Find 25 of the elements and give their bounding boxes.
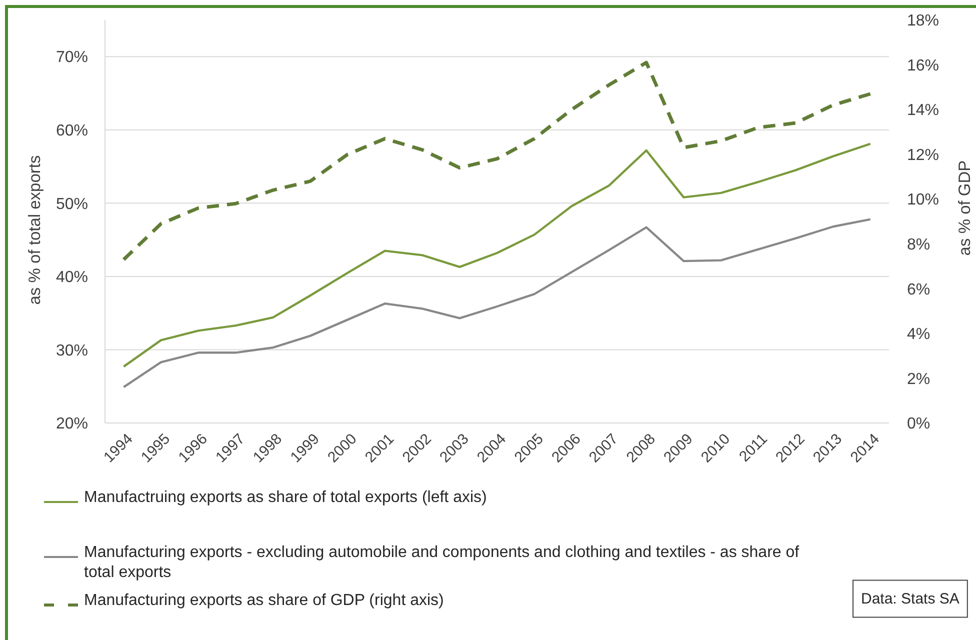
y2-tick-label: 0% [907,416,930,433]
y-tick-label: 40% [56,269,88,286]
legend-label: Manufactruing exports as share of total exports (left axis) [84,489,487,506]
y-tick-label: 20% [56,416,88,433]
line-series [122,60,872,262]
y2-tick-label: 10% [907,192,940,209]
y2-tick-label: 12% [907,146,940,164]
line-series [122,218,872,388]
y2-tick-label: 8% [907,236,930,254]
legend-label: Manufacturing exports as share of GDP (right axis) [84,592,444,609]
y-tick-label: 70% [56,49,88,66]
y2-axis-title: as % of GDP [956,160,974,256]
legend-label: Manufacturing exports - excluding automobile and components and clothing and textiles - as share of total exports [84,544,800,581]
y2-tick-label: 14% [907,102,940,120]
y-tick-label: 30% [56,342,88,360]
text: Data: Stats SA [861,590,960,608]
y2-tick-label: 16% [907,57,940,74]
y2-tick-label: 4% [907,326,930,344]
y-axis-title: as % of total exports [26,155,44,305]
y-tick-label: 60% [56,122,88,140]
line-series [122,142,872,368]
y2-tick-label: 18% [907,12,940,30]
y-tick-label: 50% [56,196,88,213]
y2-tick-label: 6% [907,281,930,298]
y2-tick-label: 2% [907,370,930,388]
